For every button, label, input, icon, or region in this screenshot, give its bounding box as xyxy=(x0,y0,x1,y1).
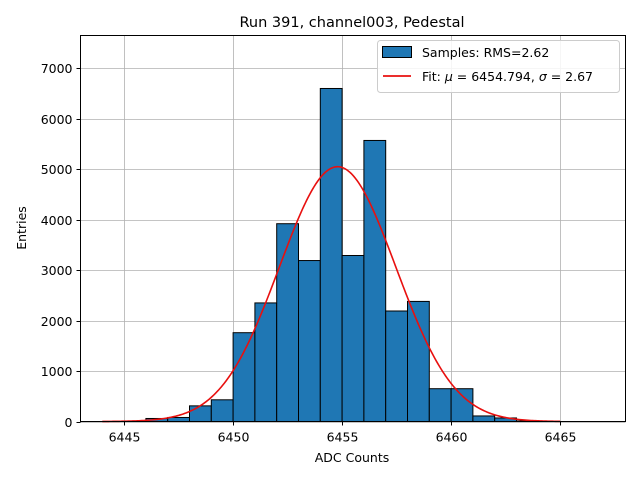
legend-fit-label: Fit: μ = 6454.794, σ = 2.67 xyxy=(422,69,593,84)
histogram-bar xyxy=(363,139,387,422)
x-tick-label: 6455 xyxy=(327,430,359,445)
y-axis-ticks: 0 1000 2000 3000 4000 5000 6000 7000 xyxy=(41,61,81,430)
x-tick-label: 6450 xyxy=(218,430,250,445)
plot-frame xyxy=(80,35,626,422)
histogram-bar xyxy=(189,405,212,423)
y-axis-label: Entries xyxy=(14,206,29,250)
y-tick-label: 1000 xyxy=(41,364,73,379)
legend: Samples: RMS=2.62 Fit: μ = 6454.794, σ =… xyxy=(377,40,620,93)
histogram-bar xyxy=(298,260,321,422)
histogram-bar xyxy=(407,300,430,422)
histogram-bar xyxy=(385,310,409,423)
y-tick-label: 4000 xyxy=(41,213,73,228)
y-tick-label: 2000 xyxy=(41,314,73,329)
histogram-bar xyxy=(276,223,300,422)
histogram-bar xyxy=(232,332,256,422)
histogram-bar xyxy=(210,399,234,422)
histogram-bar xyxy=(428,388,452,422)
histogram-bar xyxy=(450,388,474,422)
y-tick-label: 7000 xyxy=(41,61,73,76)
histogram-bar xyxy=(319,87,343,423)
y-tick-label: 5000 xyxy=(41,162,73,177)
y-tick-label: 0 xyxy=(65,415,73,430)
x-tick-label: 6465 xyxy=(545,430,577,445)
x-tick-label: 6460 xyxy=(436,430,468,445)
histogram-bar xyxy=(472,415,496,423)
x-axis-ticks: 6445 6450 6455 6460 6465 xyxy=(109,421,577,445)
x-axis-label: ADC Counts xyxy=(315,450,390,465)
chart-title: Run 391, channel003, Pedestal xyxy=(239,15,464,31)
legend-samples-swatch xyxy=(382,46,412,58)
y-tick-label: 3000 xyxy=(41,263,73,278)
histogram-bar xyxy=(341,254,365,422)
legend-frame xyxy=(377,40,620,93)
legend-samples-label: Samples: RMS=2.62 xyxy=(422,45,549,60)
fit-curve xyxy=(102,165,561,423)
y-tick-label: 6000 xyxy=(41,112,73,127)
x-tick-label: 6445 xyxy=(109,430,141,445)
